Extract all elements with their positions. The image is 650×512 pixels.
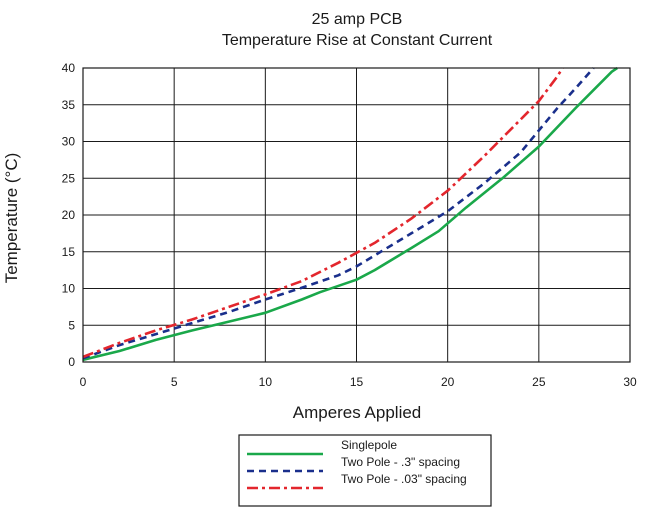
x-tick-label: 0 xyxy=(80,375,87,389)
x-axis-label: Amperes Applied xyxy=(293,403,422,422)
y-tick-label: 5 xyxy=(68,318,75,332)
y-tick-label: 40 xyxy=(62,61,76,75)
x-tick-label: 30 xyxy=(623,375,637,389)
series-lines xyxy=(82,66,618,362)
y-axis-label: Temperature (°C) xyxy=(2,153,21,284)
y-tick-label: 35 xyxy=(62,98,76,112)
legend-label-3: Two Pole - .03" spacing xyxy=(341,472,467,486)
legend-label-1: Singlepole xyxy=(341,438,397,452)
y-tick-labels: 0 5 10 15 20 25 30 35 40 xyxy=(62,61,76,369)
x-tick-label: 15 xyxy=(350,375,364,389)
x-tick-label: 10 xyxy=(259,375,273,389)
y-tick-label: 30 xyxy=(62,135,76,149)
chart-title: 25 amp PCB xyxy=(312,11,403,28)
legend-box xyxy=(238,434,492,507)
legend-label-2: Two Pole - .3" spacing xyxy=(341,455,460,469)
y-tick-label: 25 xyxy=(62,171,76,185)
series-line-1 xyxy=(82,66,618,362)
y-tick-label: 20 xyxy=(62,208,76,222)
chart-subtitle: Temperature Rise at Constant Current xyxy=(222,32,493,49)
y-tick-label: 15 xyxy=(62,245,76,259)
series-line-2 xyxy=(82,67,595,360)
x-tick-label: 25 xyxy=(532,375,546,389)
plot-frame xyxy=(82,67,631,363)
legend: Singlepole Two Pole - .3" spacing Two Pole… xyxy=(238,434,492,507)
y-tick-label: 10 xyxy=(62,282,76,296)
legend-entries: Singlepole Two Pole - .3" spacing Two Pole… xyxy=(247,438,467,490)
x-tick-label: 20 xyxy=(441,375,455,389)
x-tick-label: 5 xyxy=(171,375,178,389)
y-tick-label: 0 xyxy=(68,355,75,369)
grid xyxy=(82,67,631,363)
x-tick-labels: 0 5 10 15 20 25 30 xyxy=(80,375,637,389)
series-line-3 xyxy=(82,67,564,359)
